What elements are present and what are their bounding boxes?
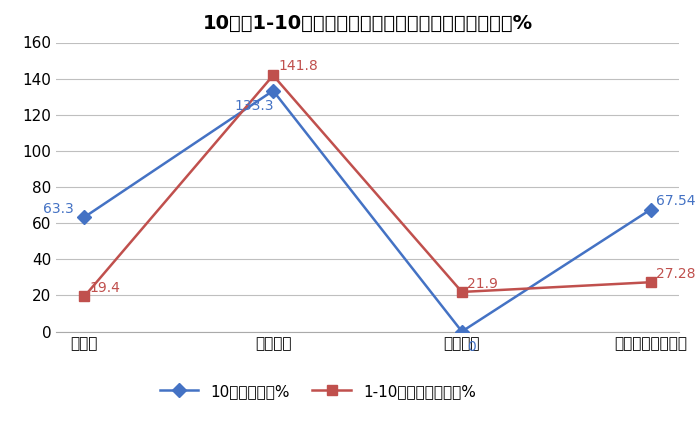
10月同比增长% <box>269 88 277 93</box>
Text: 0: 0 <box>468 340 476 354</box>
Title: 10月及1-10月新能源环卫车各技术路线车型同比增长%: 10月及1-10月新能源环卫车各技术路线车型同比增长% <box>202 14 533 33</box>
Text: 19.4: 19.4 <box>90 281 120 295</box>
10月同比增长% <box>80 215 88 220</box>
Text: 141.8: 141.8 <box>279 59 318 73</box>
1-10月累计同比增长% <box>647 280 655 285</box>
Text: 63.3: 63.3 <box>43 202 74 216</box>
10月同比增长% <box>647 207 655 212</box>
1-10月累计同比增长% <box>269 73 277 78</box>
Text: 27.28: 27.28 <box>656 267 696 281</box>
Text: 133.3: 133.3 <box>234 99 274 113</box>
Text: 21.9: 21.9 <box>468 277 498 291</box>
Line: 10月同比增长%: 10月同比增长% <box>80 86 655 336</box>
1-10月累计同比增长% <box>458 289 466 295</box>
1-10月累计同比增长% <box>80 294 88 299</box>
Text: 67.54: 67.54 <box>656 194 696 208</box>
Legend: 10月同比增长%, 1-10月累计同比增长%: 10月同比增长%, 1-10月累计同比增长% <box>153 377 482 405</box>
10月同比增长% <box>458 329 466 334</box>
Line: 1-10月累计同比增长%: 1-10月累计同比增长% <box>80 71 655 301</box>
